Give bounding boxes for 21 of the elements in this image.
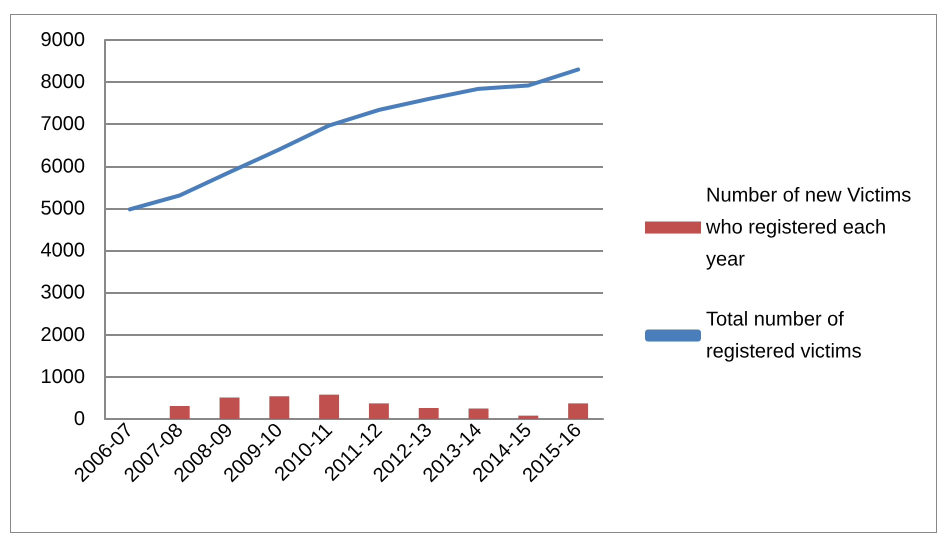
- bar: [418, 408, 439, 419]
- bar: [170, 406, 190, 419]
- bar: [319, 394, 340, 419]
- y-tick-label: 6000: [40, 155, 85, 178]
- y-tick-label: 2000: [40, 324, 85, 346]
- y-tick-label: 5000: [40, 197, 85, 220]
- bar: [269, 396, 290, 419]
- y-tick-label: 4000: [40, 240, 85, 262]
- y-tick-label: 1000: [40, 366, 85, 388]
- bar: [368, 403, 389, 419]
- legend-label: Number of new Victims who registered each year: [705, 184, 917, 270]
- y-tick-label: 3000: [40, 282, 85, 304]
- legend-label: Total number of registered victims: [706, 308, 862, 362]
- bar: [568, 403, 588, 419]
- line-series: [128, 67, 580, 212]
- bar: [220, 398, 240, 419]
- bar: [468, 408, 488, 419]
- y-tick-label: 9000: [40, 29, 85, 51]
- y-tick-label: 7000: [40, 113, 85, 136]
- bar: [518, 416, 538, 419]
- y-tick-label: 8000: [40, 71, 85, 94]
